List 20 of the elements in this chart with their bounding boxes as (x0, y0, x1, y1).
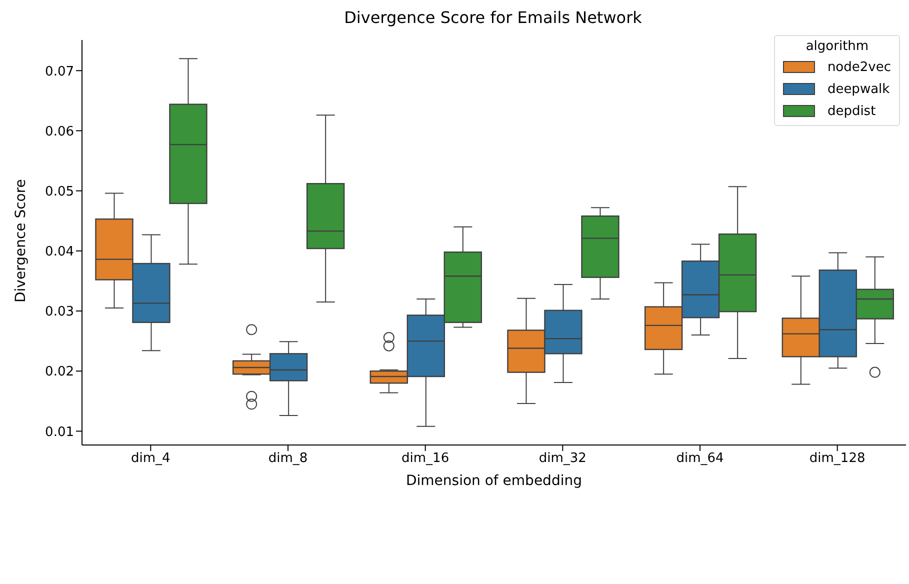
y-tick-label: 0.03 (45, 304, 74, 320)
legend-label: node2vec (827, 60, 891, 74)
y-tick-label: 0.02 (45, 364, 74, 380)
legend-label: deepwalk (827, 82, 890, 96)
x-tick-label: dim_64 (676, 451, 724, 466)
legend-title: algorithm (804, 39, 870, 54)
x-tick-label: dim_16 (402, 451, 450, 466)
y-tick-label: 0.01 (45, 424, 74, 440)
y-tick-label: 0.04 (45, 244, 74, 260)
y-tick-label: 0.06 (45, 124, 74, 140)
legend-label: depdist (827, 104, 876, 118)
y-tick-label: 0.05 (45, 184, 74, 200)
y-tick-label: 0.07 (45, 64, 74, 80)
x-axis-title: Dimension of embedding (406, 473, 582, 489)
x-tick-label: dim_4 (131, 451, 170, 466)
x-tick-label: dim_128 (809, 451, 866, 466)
x-tick-label: dim_8 (268, 451, 308, 466)
chart-title: Divergence Score for Emails Network (343, 8, 643, 29)
y-axis-title: Divergence Score (12, 179, 29, 302)
x-tick-label: dim_32 (538, 451, 586, 466)
